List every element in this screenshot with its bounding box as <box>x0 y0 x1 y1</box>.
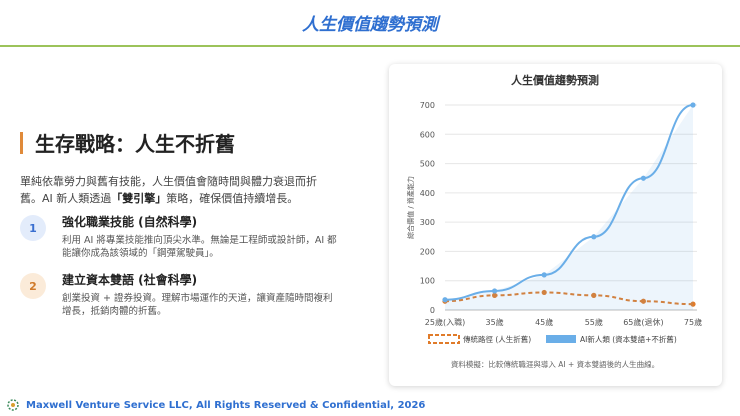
data-point <box>640 175 646 181</box>
intro-line-2: 舊。AI 新人類透過「雙引擎」策略，確保價值持續增長。 <box>20 190 360 207</box>
y-axis-label: 綜合價值 / 資產能力 <box>406 176 415 239</box>
series-area-fill <box>445 105 693 310</box>
chart-title: 人生價值趨勢預測 <box>511 73 599 87</box>
y-tick-label: 0 <box>430 306 435 315</box>
item-number-badge: 2 <box>20 273 46 299</box>
trend-chart: 人生價值趨勢預測 0 100 200 300 400 500 600 700 綜合價值 / 資產能… <box>406 73 702 369</box>
y-tick-label: 200 <box>420 247 435 256</box>
item-desc-line-1: 利用 AI 將專業技能推向頂尖水準。無論是工程師或設計師，AI 都 <box>62 235 337 246</box>
item-number-badge: 1 <box>20 215 46 241</box>
chart-card: 人生價值趨勢預測 0 100 200 300 400 500 600 700 綜合價值 / 資產能… <box>389 64 722 386</box>
y-tick-label: 100 <box>420 277 435 286</box>
strategy-item-1: 1 強化職業技能 (自然科學) 利用 AI 將專業技能推向頂尖水準。無論是工程師… <box>20 213 360 260</box>
x-tick-label: 35歲 <box>486 317 504 327</box>
y-tick-label: 300 <box>420 218 435 227</box>
y-tick-label: 400 <box>420 189 435 198</box>
y-tick-label: 700 <box>420 101 435 110</box>
data-point <box>591 292 597 298</box>
traditional-path-line <box>444 291 694 306</box>
intro-paragraph: 單純依靠勞力與舊有技能，人生價值會隨時間與體力衰退而折 舊。AI 新人類透過「雙… <box>20 173 360 207</box>
chart-source-note: 資料模擬：比較傳統職涯與導入 AI + 資本雙語後的人生曲線。 <box>451 359 659 369</box>
item-desc-line-2: 增長，抵銷肉體的折舊。 <box>62 306 167 317</box>
heading-accent-bar <box>20 131 23 154</box>
x-tick-label: 45歲 <box>535 317 553 327</box>
data-point <box>690 301 696 307</box>
intro-bold: 「雙引擎」 <box>111 192 167 205</box>
y-tick-label: 500 <box>420 160 435 169</box>
page-title: 人生價值趨勢預測 <box>302 15 438 35</box>
strategy-item-2: 2 建立資本雙語 (社會科學) 創業投資 + 證券投資。理解市場運作的天道，讓資… <box>20 271 360 318</box>
data-point <box>442 297 448 303</box>
data-point <box>492 288 498 294</box>
header-divider <box>0 45 740 47</box>
x-tick-label: 75歲 <box>684 317 702 327</box>
item-desc-line-1: 創業投資 + 證券投資。理解市場運作的天道，讓資產隨時間複利 <box>62 293 333 304</box>
data-point <box>492 292 498 298</box>
strategy-panel: 生存戰略：人生不折舊 單純依靠勞力與舊有技能，人生價值會隨時間與體力衰退而折 舊… <box>20 128 360 317</box>
item-title: 強化職業技能 (自然科學) <box>62 215 198 229</box>
section-heading: 生存戰略：人生不折舊 <box>20 128 360 157</box>
intro-line-2-post: 策略，確保價值持續增長。 <box>166 192 299 205</box>
data-point <box>640 298 646 304</box>
footer-text: Maxwell Venture Service LLC, All Rights … <box>26 399 426 411</box>
intro-line-2-pre: 舊。AI 新人類透過 <box>20 192 112 205</box>
legend-label: 傳統路徑 (人生折舊) <box>463 334 531 344</box>
item-description: 創業投資 + 證券投資。理解市場運作的天道，讓資產隨時間複利 增長，抵銷肉體的折… <box>62 292 333 318</box>
data-point <box>541 289 547 296</box>
section-title: 生存戰略：人生不折舊 <box>35 132 235 156</box>
item-title: 建立資本雙語 (社會科學) <box>62 273 198 287</box>
data-point <box>591 234 597 240</box>
legend-swatch <box>428 334 460 344</box>
x-tick-label: 25歲(入職) <box>425 317 465 327</box>
item-desc-line-2: 能讓你成為該領域的「鋼彈駕駛員」。 <box>62 248 219 259</box>
data-point <box>541 272 547 278</box>
y-tick-label: 600 <box>420 130 435 139</box>
x-tick-label: 55歲 <box>585 317 603 327</box>
intro-line-1: 單純依靠勞力與舊有技能，人生價值會隨時間與體力衰退而折 <box>20 175 317 188</box>
data-point <box>690 102 696 108</box>
legend-swatch <box>546 335 576 343</box>
company-logo-icon <box>7 399 19 411</box>
item-description: 利用 AI 將專業技能推向頂尖水準。無論是工程師或設計師，AI 都 能讓你成為該… <box>62 234 337 260</box>
x-tick-label: 65歲(退休) <box>623 317 663 327</box>
footer: Maxwell Venture Service LLC, All Rights … <box>6 398 425 412</box>
legend-label: AI新人類 (資本雙語+不折舊) <box>580 334 677 344</box>
